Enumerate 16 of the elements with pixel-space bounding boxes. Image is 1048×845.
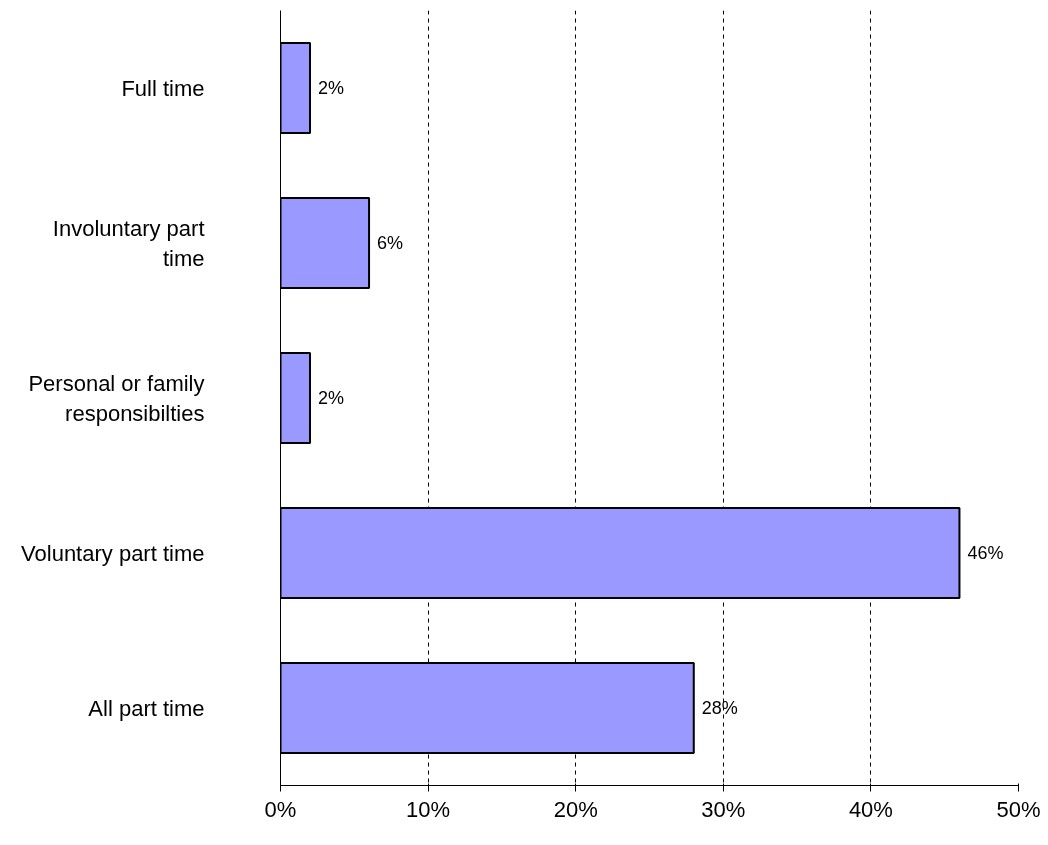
x-tick-label: 50% xyxy=(996,796,1041,822)
y-tick-label: Involuntary part time xyxy=(52,215,205,271)
data-label: 28% xyxy=(701,698,738,718)
data-label: 46% xyxy=(967,543,1004,563)
data-label: 2% xyxy=(318,388,345,408)
y-tick-label: Voluntary part time xyxy=(21,540,205,566)
x-tick-label: 40% xyxy=(848,796,893,822)
data-label: 6% xyxy=(377,233,404,253)
y-tick-label: Personal or family responsibilties xyxy=(28,370,205,426)
data-label: 2% xyxy=(318,78,345,98)
x-tick-label: 0% xyxy=(264,796,297,822)
y-tick-label: All part time xyxy=(88,695,205,721)
x-tick-label: 20% xyxy=(553,796,598,822)
y-tick-label: Full time xyxy=(121,75,205,101)
x-tick-label: 10% xyxy=(406,796,451,822)
x-tick-label: 30% xyxy=(701,796,746,822)
